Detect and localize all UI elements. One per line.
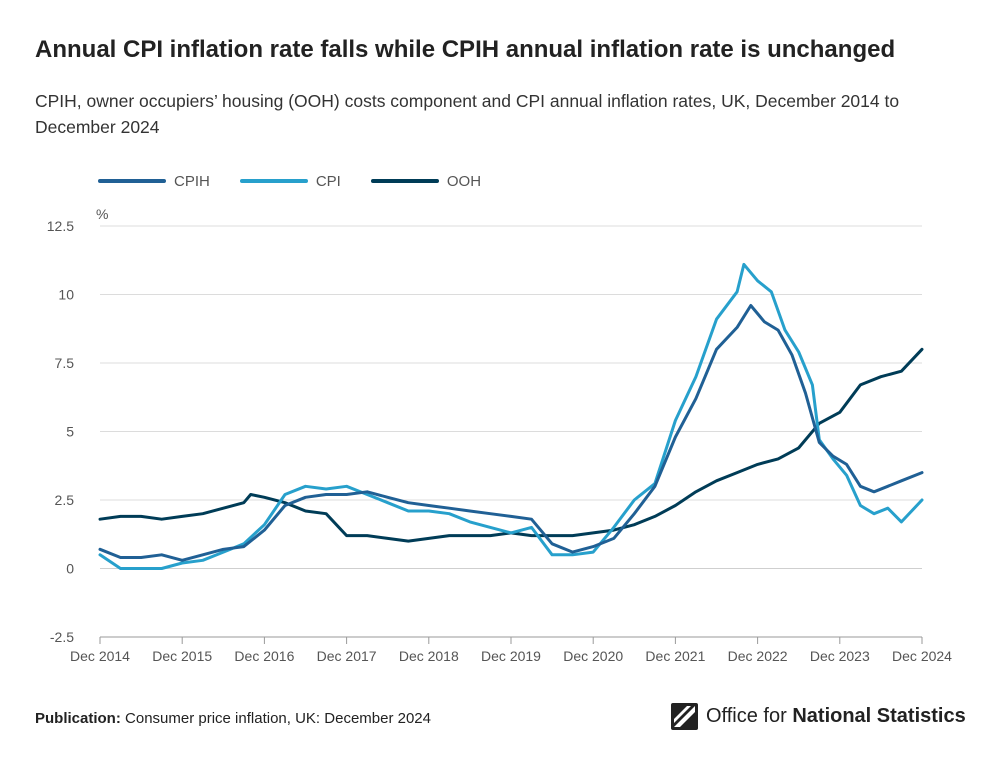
x-tick-label: Dec 2018	[399, 648, 459, 664]
ons-logo-text-b: National Statistics	[792, 705, 966, 727]
legend-label-cpi: CPI	[315, 172, 341, 190]
x-tick-label: Dec 2015	[152, 648, 212, 664]
ons-logo[interactable]: Office for National Statistics	[671, 703, 966, 730]
publication-label: Publication:	[35, 710, 121, 727]
x-tick-label: Dec 2020	[563, 648, 623, 664]
y-tick-label: 10	[58, 287, 74, 303]
legend-swatch-ooh	[370, 179, 439, 183]
legend-item-cpih: CPIH	[98, 173, 210, 190]
x-tick-label: Dec 2024	[892, 648, 952, 664]
ons-logo-text: Office for National Statistics	[706, 705, 966, 728]
publication-note: Publication: Consumer price inflation, U…	[35, 710, 431, 727]
series-line-cpih	[98, 304, 924, 562]
series-line-ooh	[98, 347, 924, 543]
x-tick-label: Dec 2017	[317, 648, 377, 664]
publication-text[interactable]: Consumer price inflation, UK: December 2…	[125, 710, 431, 727]
y-axis-unit-label: %	[96, 206, 108, 222]
legend-item-ooh: OOH	[370, 172, 482, 190]
axes: -2.5 0 2.5 5 7.5 10 12.5% Dec 2014 Dec 2015 Dec 2…	[47, 206, 952, 664]
legend-item-cpi: CPI	[239, 172, 341, 190]
x-tick-label: Dec 2014	[70, 648, 130, 664]
ons-logo-icon	[671, 703, 698, 730]
x-tick-label: Dec 2023	[810, 648, 870, 664]
gridlines	[100, 225, 922, 638]
legend: CPIH CPI OOH	[98, 170, 481, 192]
legend-label-cpih: CPIH	[174, 172, 210, 190]
y-tick-label: 0	[66, 561, 74, 577]
legend-swatch-cpih	[98, 179, 166, 183]
x-tick-label: Dec 2022	[728, 648, 788, 664]
line-chart: -2.5 0 2.5 5 7.5 10 12.5% Dec 2014 Dec 2015 Dec 2…	[47, 206, 952, 664]
chart-title: Annual CPI inflation rate falls while CP…	[35, 36, 896, 63]
ons-logo-text-a: Office for	[706, 705, 787, 727]
y-tick-label: 2.5	[55, 492, 75, 508]
legend-label-ooh: OOH	[446, 172, 482, 190]
y-tick-label: 7.5	[55, 355, 75, 371]
x-tick-label: Dec 2016	[234, 648, 294, 664]
x-tick-label: Dec 2021	[645, 648, 705, 664]
legend-swatch-cpi	[239, 179, 308, 183]
series-lines	[98, 262, 924, 570]
series-line-cpi	[98, 262, 924, 570]
y-tick-label: 12.5	[47, 218, 74, 234]
y-tick-label: 5	[66, 424, 74, 440]
chart-subtitle: CPIH, owner occupiers’ housing (OOH) cos…	[35, 91, 900, 137]
y-tick-label: -2.5	[50, 629, 74, 645]
x-tick-label: Dec 2019	[481, 648, 541, 664]
